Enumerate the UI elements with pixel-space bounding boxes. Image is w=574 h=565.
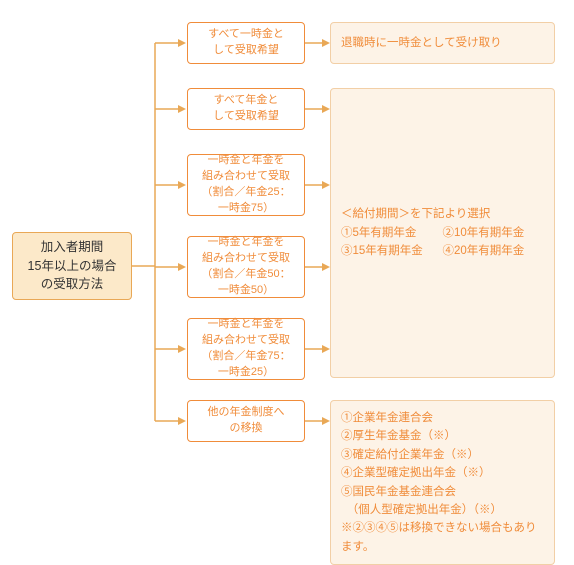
option-node-3: 一時金と年金を 組み合わせて受取 （割合／年金25： 一時金75）: [187, 154, 305, 216]
r2-item: ②10年有期年金: [443, 224, 545, 242]
result-transfer: ①企業年金連合会 ②厚生年金基金（※） ③確定給付企業年金（※） ④企業型確定拠…: [330, 400, 555, 565]
r2-item: ④20年有期年金: [443, 242, 545, 260]
r3-line: （個人型確定拠出年金）（※）: [341, 501, 544, 519]
r3-line: ②厚生年金基金（※）: [341, 427, 544, 445]
result-lump-sum: 退職時に一時金として受け取り: [330, 22, 555, 64]
option-node-1: すべて一時金と して受取希望: [187, 22, 305, 64]
result-r1-text: 退職時に一時金として受け取り: [341, 34, 502, 52]
r3-line: ①企業年金連合会: [341, 409, 544, 427]
option-node-2: すべて年金と して受取希望: [187, 88, 305, 130]
option-label: すべて年金と して受取希望: [213, 93, 279, 125]
option-node-5: 一時金と年金を 組み合わせて受取 （割合／年金75： 一時金25）: [187, 318, 305, 380]
option-label: 一時金と年金を 組み合わせて受取 （割合／年金75： 一時金25）: [201, 317, 290, 381]
r3-line: ※②③④⑤は移換できない場合もあります。: [341, 519, 544, 556]
r2-item: ①5年有期年金: [341, 224, 443, 242]
r3-line: ③確定給付企業年金（※）: [341, 446, 544, 464]
option-label: すべて一時金と して受取希望: [208, 27, 284, 59]
option-node-4: 一時金と年金を 組み合わせて受取 （割合／年金50： 一時金50）: [187, 236, 305, 298]
root-node: 加入者期間 15年以上の場合 の受取方法: [12, 232, 132, 300]
r2-item: ③15年有期年金: [341, 242, 443, 260]
r2-title: ＜給付期間＞を下記より選択: [341, 205, 544, 223]
r3-line: ⑤国民年金基金連合会: [341, 483, 544, 501]
option-label: 一時金と年金を 組み合わせて受取 （割合／年金50： 一時金50）: [201, 235, 290, 299]
result-payment-period: ＜給付期間＞を下記より選択 ①5年有期年金 ②10年有期年金 ③15年有期年金 …: [330, 88, 555, 378]
option-label: 一時金と年金を 組み合わせて受取 （割合／年金25： 一時金75）: [201, 153, 290, 217]
r3-line: ④企業型確定拠出年金（※）: [341, 464, 544, 482]
root-label: 加入者期間 15年以上の場合 の受取方法: [28, 238, 117, 294]
option-node-6: 他の年金制度へ の移換: [187, 400, 305, 442]
option-label: 他の年金制度へ の移換: [208, 405, 285, 437]
